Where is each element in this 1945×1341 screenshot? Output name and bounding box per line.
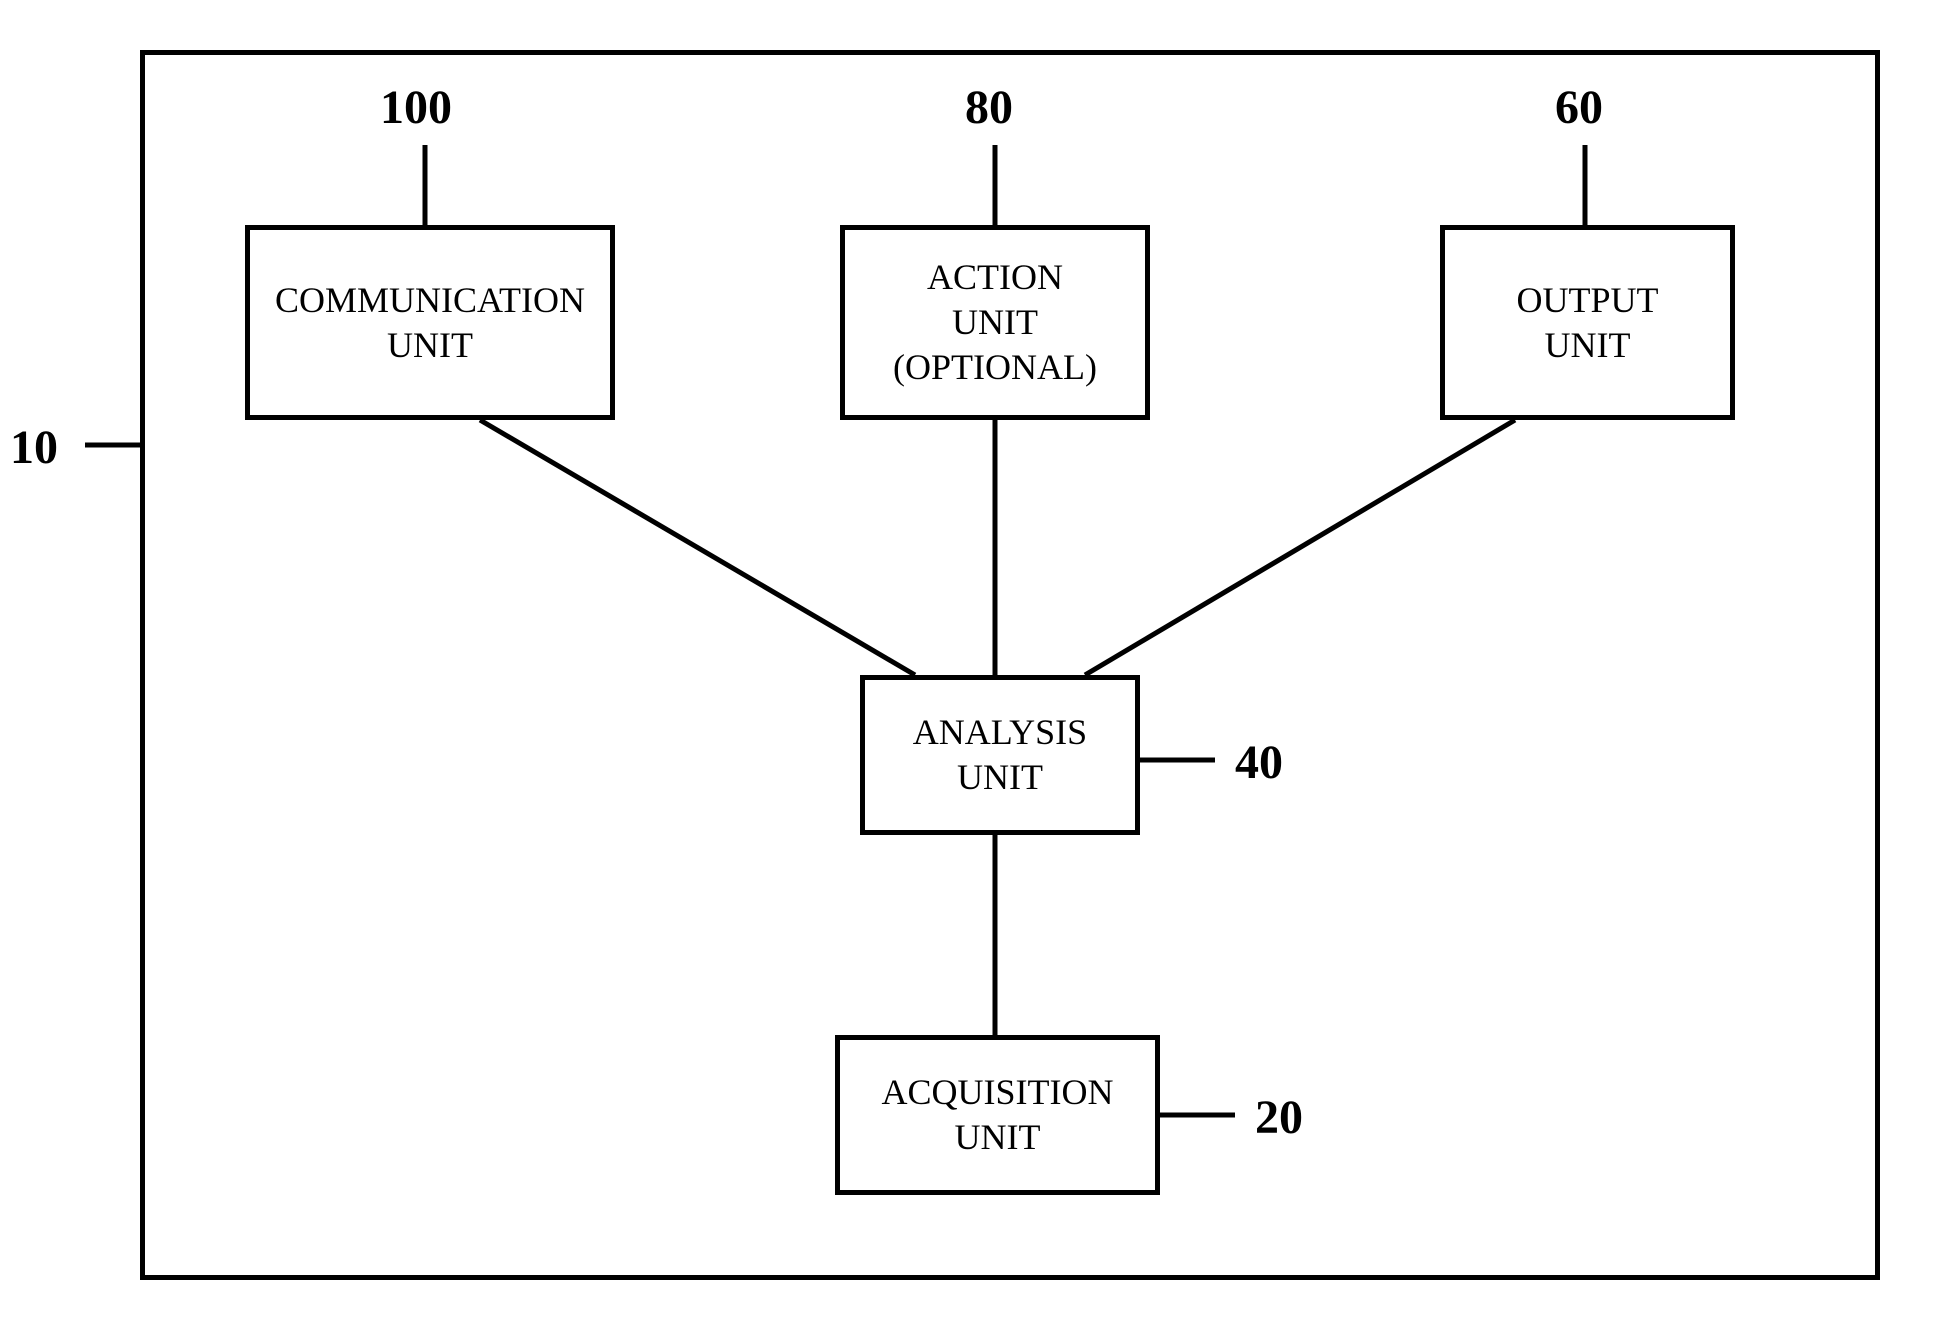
action-unit-box: ACTION UNIT (OPTIONAL) bbox=[840, 225, 1150, 420]
ref-label-20: 20 bbox=[1255, 1090, 1303, 1145]
block-diagram: COMMUNICATION UNIT ACTION UNIT (OPTIONAL)… bbox=[140, 50, 1880, 1280]
ref-label-60: 60 bbox=[1555, 80, 1603, 135]
action-unit-label: ACTION UNIT (OPTIONAL) bbox=[893, 255, 1097, 390]
ref-label-40: 40 bbox=[1235, 735, 1283, 790]
acquisition-unit-box: ACQUISITION UNIT bbox=[835, 1035, 1160, 1195]
communication-unit-label: COMMUNICATION UNIT bbox=[275, 278, 585, 368]
output-unit-box: OUTPUT UNIT bbox=[1440, 225, 1735, 420]
ref-label-100: 100 bbox=[380, 80, 452, 135]
ref-label-10: 10 bbox=[10, 420, 58, 475]
analysis-unit-box: ANALYSIS UNIT bbox=[860, 675, 1140, 835]
acquisition-unit-label: ACQUISITION UNIT bbox=[882, 1070, 1114, 1160]
communication-unit-box: COMMUNICATION UNIT bbox=[245, 225, 615, 420]
ref-label-80: 80 bbox=[965, 80, 1013, 135]
output-unit-label: OUTPUT UNIT bbox=[1517, 278, 1659, 368]
analysis-unit-label: ANALYSIS UNIT bbox=[913, 710, 1087, 800]
